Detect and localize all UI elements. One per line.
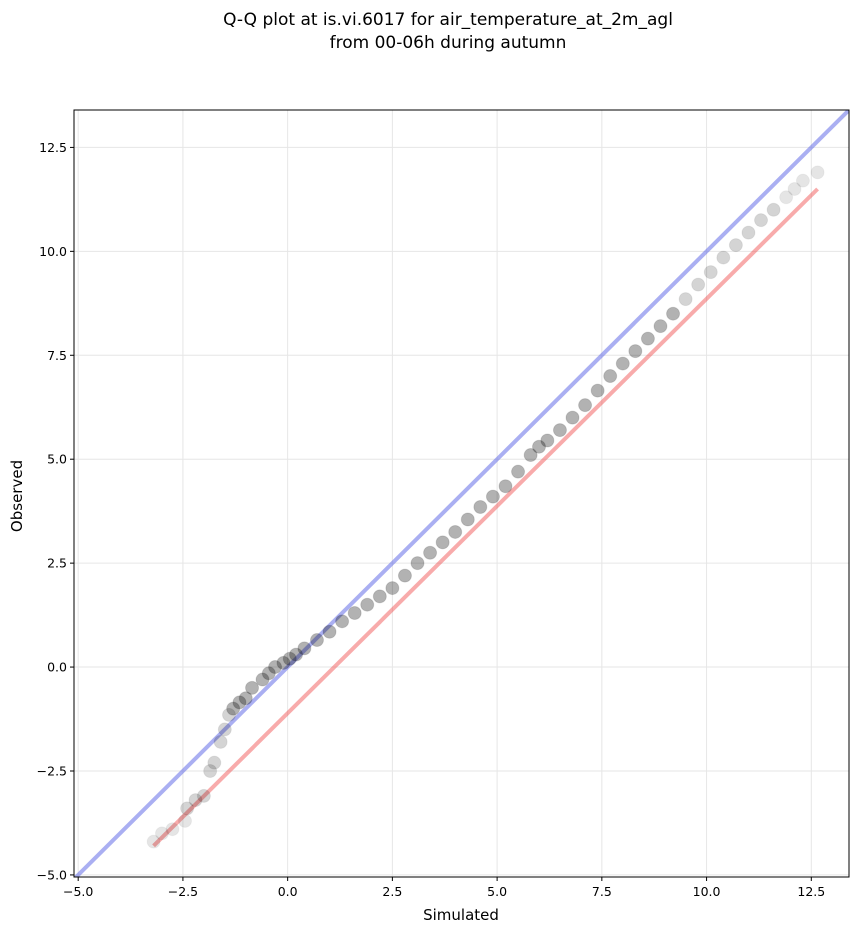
quantile-point	[297, 641, 312, 656]
x-tick-label: 0.0	[278, 884, 298, 899]
quantile-point	[282, 651, 297, 666]
quantile-point	[603, 369, 618, 384]
quantile-point	[397, 568, 412, 583]
chart-title-line-2: from 00-06h during autumn	[330, 33, 567, 53]
reference-lines	[74, 110, 849, 877]
quantile-point	[628, 344, 643, 359]
y-tick-label: −5.0	[37, 867, 67, 882]
x-axis-ticks: −5.0 −2.5 0.0 2.5 5.0 7.5 10.0 12.5	[63, 877, 825, 899]
fit-line	[152, 187, 819, 848]
quantile-point	[666, 306, 681, 321]
quantile-point	[238, 691, 253, 706]
quantile-point	[640, 331, 655, 346]
quantile-point	[385, 581, 400, 596]
quantile-point	[372, 589, 387, 604]
quantile-point	[232, 695, 247, 710]
quantile-point	[766, 202, 781, 217]
quantile-point	[678, 292, 693, 307]
identity-line	[74, 110, 849, 877]
quantile-point	[552, 423, 567, 438]
quantile-point	[716, 250, 731, 265]
quantile-point	[226, 701, 241, 716]
quantile-point	[309, 633, 324, 648]
y-tick-label: 12.5	[39, 140, 67, 155]
quantile-point	[180, 801, 195, 816]
quantile-point	[154, 826, 169, 841]
quantile-point	[779, 190, 794, 205]
quantile-point	[565, 410, 580, 425]
quantile-point	[460, 512, 475, 527]
quantile-point	[615, 356, 630, 371]
x-tick-label: −2.5	[168, 884, 198, 899]
quantile-point	[473, 500, 488, 515]
quantile-point	[213, 734, 228, 749]
quantile-point	[754, 213, 769, 228]
quantile-point	[322, 624, 337, 639]
quantile-point	[653, 319, 668, 334]
quantile-point	[245, 680, 260, 695]
grid	[74, 110, 849, 877]
quantile-point	[335, 614, 350, 629]
quantile-point	[435, 535, 450, 550]
quantile-point	[485, 489, 500, 504]
y-tick-label: −2.5	[37, 763, 67, 778]
quantile-point	[590, 383, 605, 398]
quantile-point	[146, 834, 161, 849]
x-tick-label: 10.0	[693, 884, 721, 899]
quantile-point	[255, 672, 270, 687]
quantile-point	[540, 433, 555, 448]
quantile-point	[261, 666, 276, 681]
x-axis-label: Simulated	[423, 906, 499, 924]
quantile-point	[691, 277, 706, 292]
y-axis-ticks: −5.0 −2.5 0.0 2.5 5.0 7.5 10.0 12.5	[37, 140, 74, 882]
quantile-point	[728, 238, 743, 253]
quantile-point	[276, 655, 291, 670]
quantile-point	[222, 707, 236, 722]
quantile-point	[523, 448, 538, 463]
quantile-point	[448, 524, 463, 539]
quantile-point	[795, 173, 810, 188]
y-tick-label: 0.0	[47, 660, 67, 675]
quantile-point	[217, 722, 232, 737]
quantile-point	[203, 763, 218, 778]
y-tick-label: 5.0	[47, 452, 67, 467]
y-tick-label: 10.0	[39, 244, 67, 259]
quantile-point	[810, 165, 825, 180]
quantile-point	[196, 788, 211, 803]
plot-frame	[73, 109, 850, 878]
quantile-point	[165, 822, 180, 837]
quantile-point	[207, 755, 222, 770]
x-tick-label: −5.0	[63, 884, 93, 899]
quantile-point	[511, 464, 526, 479]
x-tick-label: 5.0	[487, 884, 507, 899]
quantile-point	[360, 597, 375, 612]
quantile-point	[178, 813, 193, 828]
x-tick-label: 7.5	[592, 884, 612, 899]
y-axis-label: Observed	[8, 460, 26, 532]
x-tick-label: 12.5	[797, 884, 825, 899]
quantile-point	[188, 793, 203, 808]
quantile-point	[498, 479, 513, 494]
quantile-point	[741, 225, 756, 240]
quantile-points	[146, 165, 825, 849]
quantile-point	[578, 398, 593, 413]
quantile-point	[532, 439, 546, 454]
quantile-point	[268, 660, 283, 675]
quantile-point	[289, 647, 304, 662]
y-tick-label: 7.5	[47, 348, 67, 363]
y-tick-label: 2.5	[47, 556, 67, 571]
x-tick-label: 2.5	[382, 884, 402, 899]
quantile-point	[703, 265, 718, 280]
quantile-point	[787, 181, 802, 196]
quantile-point	[347, 606, 362, 621]
quantile-point	[423, 545, 438, 560]
quantile-point	[410, 556, 425, 571]
chart-title-line-1: Q-Q plot at is.vi.6017 for air_temperatu…	[223, 10, 673, 30]
